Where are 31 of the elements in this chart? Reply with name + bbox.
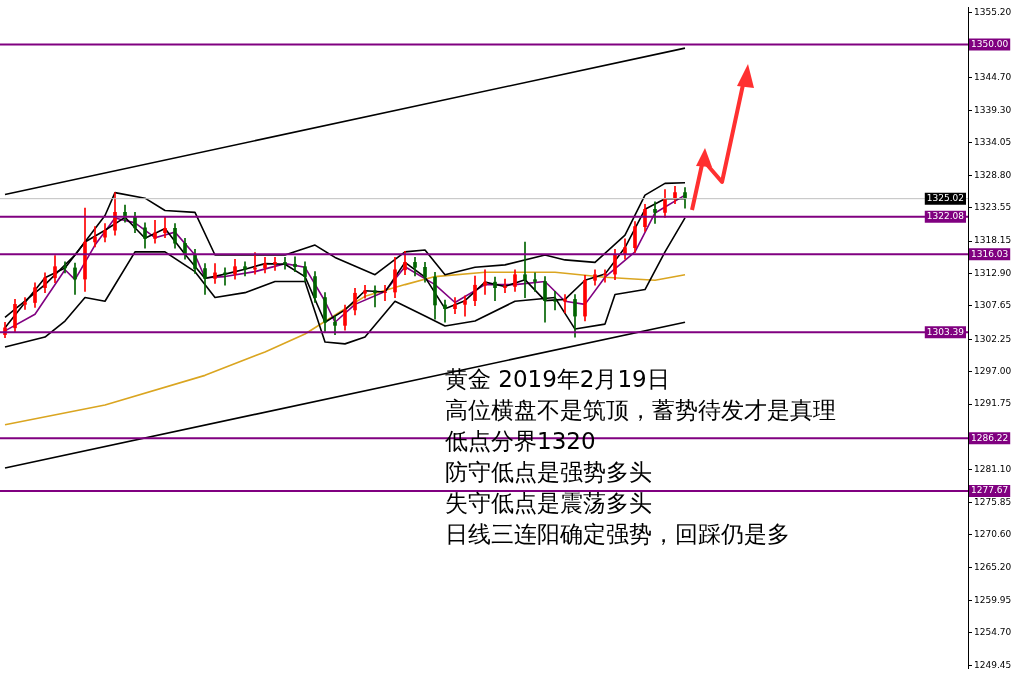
y-tick-label: 1265.20 (974, 562, 1012, 573)
y-tick-label: 1323.55 (974, 202, 1012, 213)
ref-line-label: 1350.00 (971, 38, 1009, 49)
ref-line-label: 1303.39 (926, 326, 965, 337)
y-tick-label: 1307.65 (974, 300, 1012, 311)
y-tick-label: 1297.00 (974, 366, 1012, 376)
y-tick-label: 1259.95 (974, 594, 1012, 605)
y-tick-label: 1291.75 (974, 398, 1012, 409)
y-tick-label: 1270.60 (974, 528, 1012, 539)
y-tick-label: 1275.85 (974, 496, 1012, 507)
y-tick-label: 1318.15 (974, 235, 1012, 246)
y-tick-label: 1281.10 (974, 464, 1012, 475)
y-tick-label: 1339.30 (974, 104, 1012, 115)
y-tick-label: 1254.70 (974, 627, 1012, 638)
y-tick-label: 1249.45 (974, 659, 1012, 670)
ref-line-label: 1322.08 (926, 211, 965, 222)
y-tick-label: 1344.70 (974, 71, 1012, 82)
ref-line-label: 1325.02 (926, 193, 964, 204)
y-tick-label: 1334.05 (974, 137, 1012, 148)
annotation: 黄金 2019年2月19日 (445, 365, 671, 394)
y-tick-label: 1355.20 (974, 6, 1012, 17)
ref-line-label: 1277.67 (971, 485, 1009, 496)
y-tick-label: 1328.80 (974, 169, 1012, 180)
annotation: 高位横盘不是筑顶，蓄势待发才是真理 (445, 396, 836, 425)
ref-line-label: 1316.03 (971, 248, 1009, 259)
annotation: 防守低点是强势多头 (445, 458, 653, 487)
annotation: 失守低点是震荡多头 (445, 489, 653, 518)
y-tick-label: 1302.25 (974, 333, 1012, 344)
y-tick-label: 1312.90 (974, 267, 1012, 278)
annotation: 日线三连阳确定强势，回踩仍是多 (445, 520, 791, 549)
ref-line-label: 1286.22 (971, 432, 1009, 443)
